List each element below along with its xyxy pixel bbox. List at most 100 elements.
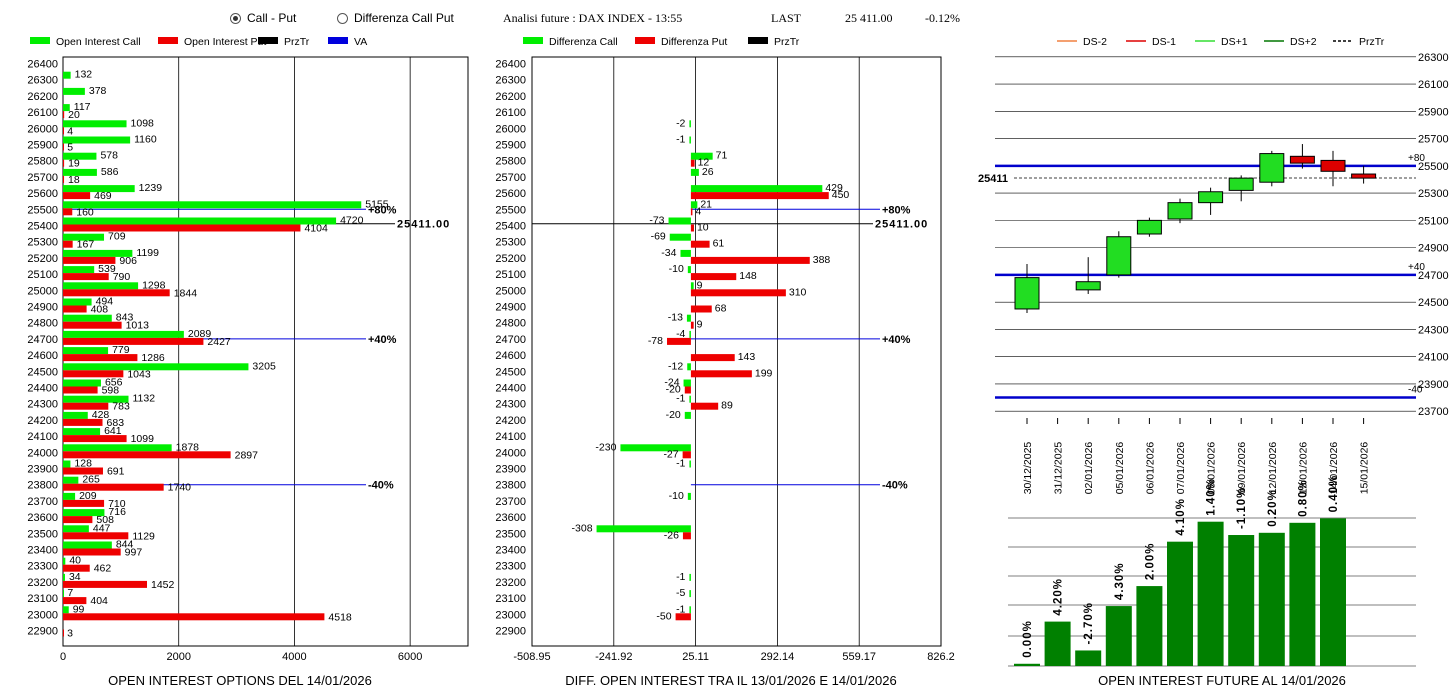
diff-put-label: 388 [813, 254, 831, 266]
call-bar [63, 460, 71, 468]
diff-put-bar [690, 289, 786, 297]
put-value-label: 4518 [328, 611, 352, 623]
future-oi-label: 0.80% [1297, 479, 1309, 517]
diff-call-label: -24 [664, 377, 679, 389]
strike-label-p1: 26200 [27, 91, 58, 103]
date-label-p3: 14/01/2026 [1328, 442, 1340, 495]
diff-call-bar [689, 136, 691, 144]
strike-label-p2: 26100 [495, 107, 526, 119]
call-value-label: 132 [75, 69, 93, 81]
diff-call-bar [690, 282, 694, 290]
put-value-label: 2897 [235, 449, 259, 461]
diff-call-label: -34 [661, 247, 676, 259]
y-tick-label-p3: 23700 [1418, 406, 1449, 418]
put-value-label: 783 [112, 401, 130, 413]
radio-selected-icon [230, 12, 241, 24]
put-value-label: 160 [76, 206, 94, 218]
call-bar [63, 379, 101, 387]
strike-label-p2: 26000 [495, 123, 526, 135]
strike-label-p1: 25200 [27, 253, 58, 265]
diff-call-bar [687, 492, 691, 500]
strike-label-p1: 25000 [27, 285, 58, 297]
candle-body [1259, 153, 1285, 183]
strike-label-p2: 25100 [495, 269, 526, 281]
diff-put-bar [690, 354, 735, 362]
future-oi-bar [1105, 606, 1132, 666]
radio-call-put[interactable]: Call - Put [230, 11, 296, 25]
diff-put-label: 12 [698, 157, 710, 169]
last-price-label-p1: 25411.00 [397, 219, 450, 231]
put-bar [63, 370, 124, 378]
diff-put-bar [690, 256, 810, 264]
put-bar [63, 321, 122, 329]
diff-call-label: -308 [572, 522, 593, 534]
put-value-label: 462 [94, 563, 112, 575]
y-tick-label-p3: 26300 [1418, 52, 1449, 64]
last-price-label-p2: 25411.00 [875, 219, 928, 231]
put-value-label: 1013 [126, 320, 150, 332]
put-value-label: 1286 [141, 352, 165, 364]
put-value-label: 1740 [168, 482, 192, 494]
call-bar [63, 428, 101, 436]
put-bar [63, 256, 116, 264]
put-bar [63, 613, 325, 621]
y-tick-label-p3: 25700 [1418, 134, 1449, 146]
put-value-label: 683 [107, 417, 125, 429]
strike-label-p2: 25200 [495, 253, 526, 265]
diff-call-bar [669, 233, 691, 241]
x-tick-label-p2: -508.95 [513, 651, 550, 663]
future-oi-label: 4.30% [1114, 562, 1126, 600]
put-bar [63, 289, 170, 297]
call-bar [63, 444, 172, 452]
candle-body [1198, 191, 1224, 204]
call-bar [63, 152, 97, 160]
date-label-p3: 31/12/2025 [1053, 442, 1065, 495]
put-bar [63, 564, 90, 572]
diff-call-label: -4 [676, 328, 685, 340]
date-label-p3: 07/01/2026 [1175, 442, 1187, 495]
call-bar [63, 104, 70, 112]
diff-call-bar [684, 411, 691, 419]
diff-call-bar [689, 460, 691, 468]
date-label-p3: 30/12/2025 [1022, 442, 1034, 495]
diff-call-label: 429 [825, 182, 843, 194]
future-oi-bar [1289, 522, 1316, 666]
diff-call-label: -230 [595, 441, 616, 453]
strike-label-p2: 23500 [495, 528, 526, 540]
x-tick-label-p1: 2000 [166, 651, 190, 663]
date-label-p3: 12/01/2026 [1267, 442, 1279, 495]
call-bar [63, 525, 89, 533]
future-oi-bar [1320, 518, 1346, 666]
legend-label-p2: Differenza Put [661, 36, 727, 48]
diff-put-bar [690, 305, 712, 313]
strike-label-p1: 26300 [27, 75, 58, 87]
put-bar [63, 305, 87, 313]
strike-label-p2: 23300 [495, 561, 526, 573]
strike-label-p2: 23700 [495, 496, 526, 508]
va-label-p2: +40% [882, 334, 911, 346]
strike-label-p1: 25400 [27, 221, 58, 233]
call-value-label: 7 [67, 587, 73, 599]
call-value-label: 447 [93, 522, 111, 534]
legend-label-p2: Differenza Call [549, 36, 618, 48]
legend-label-p1: Open Interest Call [56, 36, 141, 48]
put-value-label: 404 [90, 595, 108, 607]
call-value-label: 117 [74, 101, 91, 113]
call-value-label: 1298 [142, 279, 166, 291]
call-bar [63, 541, 112, 549]
candle-body [1014, 277, 1040, 310]
put-bar [63, 435, 127, 443]
strike-label-p2: 25000 [495, 285, 526, 297]
put-value-label: 997 [125, 547, 143, 559]
last-value: 25 411.00 [845, 11, 893, 25]
diff-put-label: -27 [663, 448, 678, 460]
diff-call-bar [690, 201, 698, 209]
radio-differenza[interactable]: Differenza Call Put [337, 11, 454, 25]
strike-label-p2: 26400 [495, 59, 526, 71]
put-bar [63, 240, 73, 248]
diff-call-bar [620, 444, 691, 452]
diff-call-label: 21 [700, 198, 712, 210]
future-oi-label: -1.10% [1236, 487, 1248, 529]
strike-label-p2: 26200 [495, 91, 526, 103]
put-bar [63, 499, 105, 507]
